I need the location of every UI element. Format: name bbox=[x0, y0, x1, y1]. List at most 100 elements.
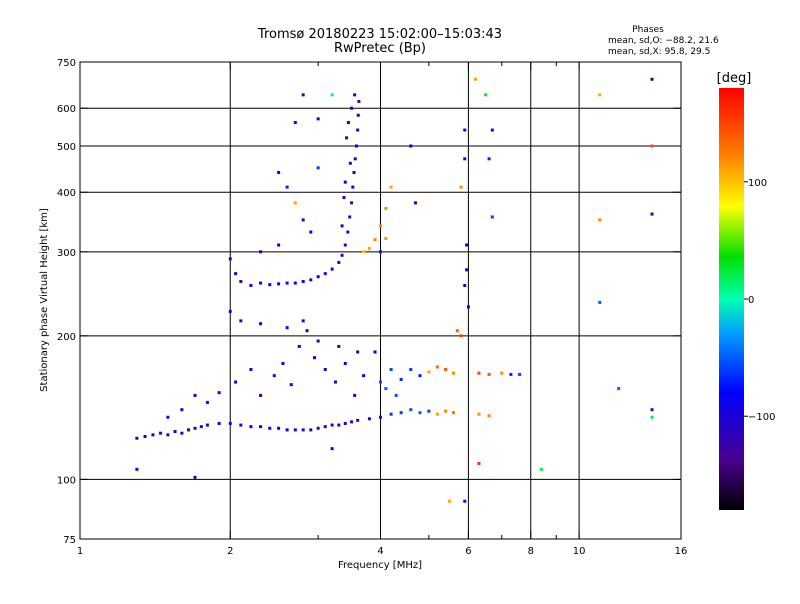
data-point bbox=[343, 243, 347, 247]
data-point bbox=[193, 393, 197, 397]
data-point bbox=[448, 499, 452, 503]
x-tick-label: 1 bbox=[77, 546, 83, 557]
data-point bbox=[289, 383, 293, 387]
colorbar-label: [deg] bbox=[717, 71, 752, 86]
data-point bbox=[337, 423, 341, 427]
y-tick-label: 500 bbox=[57, 142, 76, 153]
data-point bbox=[351, 185, 355, 189]
data-point bbox=[259, 393, 263, 397]
data-point bbox=[356, 128, 360, 132]
data-point bbox=[459, 334, 463, 338]
data-point bbox=[379, 380, 382, 384]
data-point bbox=[151, 433, 155, 437]
chart-subtitle: RwPretec (Bp) bbox=[334, 41, 426, 56]
data-point bbox=[285, 281, 289, 285]
data-point bbox=[199, 425, 203, 429]
data-point bbox=[598, 218, 602, 222]
data-point bbox=[259, 281, 263, 285]
data-point bbox=[539, 467, 543, 471]
data-point bbox=[277, 243, 281, 247]
data-point bbox=[466, 305, 470, 309]
data-point bbox=[234, 272, 238, 276]
data-point bbox=[353, 393, 357, 397]
y-tick-label: 300 bbox=[57, 248, 76, 259]
data-point bbox=[135, 436, 139, 440]
data-point bbox=[217, 391, 221, 395]
colorbar bbox=[719, 88, 744, 510]
data-point bbox=[281, 361, 285, 365]
x-axis: 1 2 4 6 8 10 16 bbox=[77, 62, 687, 557]
data-point bbox=[205, 423, 209, 427]
x-tick-label: 10 bbox=[573, 546, 586, 557]
data-point bbox=[389, 412, 393, 416]
data-point bbox=[367, 246, 371, 250]
data-point bbox=[193, 475, 197, 479]
data-point bbox=[312, 356, 316, 360]
data-point bbox=[455, 329, 459, 333]
data-point bbox=[350, 420, 354, 424]
data-point bbox=[249, 425, 253, 429]
data-point bbox=[350, 201, 354, 205]
data-point bbox=[330, 423, 334, 427]
data-point bbox=[259, 250, 263, 254]
data-point bbox=[463, 128, 467, 132]
data-point bbox=[293, 121, 297, 125]
data-point bbox=[166, 415, 170, 419]
data-point bbox=[354, 144, 358, 148]
data-point bbox=[356, 350, 360, 354]
data-point bbox=[617, 387, 621, 391]
y-tick-label: 600 bbox=[57, 104, 76, 115]
data-point bbox=[293, 428, 297, 432]
data-point bbox=[348, 215, 352, 219]
data-point bbox=[367, 417, 371, 421]
data-point bbox=[323, 272, 327, 276]
data-point bbox=[297, 344, 301, 348]
x-tick-label: 8 bbox=[528, 546, 534, 557]
data-point bbox=[268, 283, 272, 287]
data-point bbox=[180, 431, 184, 435]
data-point bbox=[277, 282, 281, 286]
data-point bbox=[217, 421, 221, 425]
data-point bbox=[650, 408, 654, 412]
data-point bbox=[473, 77, 477, 81]
data-point bbox=[293, 201, 297, 205]
data-point bbox=[309, 428, 313, 432]
data-point bbox=[205, 400, 209, 404]
data-point bbox=[353, 93, 357, 97]
legend-line-o: mean, sd,O: −88.2, 21.6 bbox=[608, 36, 719, 46]
data-point bbox=[490, 215, 494, 219]
data-point bbox=[463, 499, 467, 503]
x-tick-label: 4 bbox=[377, 546, 383, 557]
data-point bbox=[259, 322, 263, 326]
data-point bbox=[350, 106, 354, 110]
data-point bbox=[173, 430, 177, 434]
data-point bbox=[352, 170, 356, 174]
data-point bbox=[463, 283, 467, 287]
y-tick-label: 75 bbox=[63, 535, 76, 546]
data-point bbox=[346, 230, 350, 234]
data-point bbox=[337, 260, 341, 264]
data-point bbox=[487, 414, 491, 418]
data-point bbox=[463, 157, 467, 161]
data-point bbox=[444, 409, 448, 413]
data-point bbox=[413, 201, 417, 205]
data-point bbox=[384, 236, 388, 240]
data-point bbox=[316, 426, 320, 430]
data-point bbox=[135, 467, 139, 471]
data-point bbox=[187, 428, 191, 432]
data-point bbox=[305, 329, 309, 333]
data-point bbox=[379, 250, 382, 254]
data-point bbox=[277, 170, 281, 174]
data-point bbox=[356, 113, 360, 117]
data-point bbox=[316, 166, 320, 170]
data-point bbox=[346, 121, 350, 125]
data-point bbox=[435, 412, 439, 416]
data-point bbox=[316, 117, 320, 121]
grid-lines bbox=[80, 62, 681, 539]
data-point bbox=[373, 238, 377, 242]
x-tick-label: 6 bbox=[465, 546, 471, 557]
data-point bbox=[348, 161, 352, 165]
data-point bbox=[143, 435, 147, 439]
data-point bbox=[285, 326, 289, 330]
